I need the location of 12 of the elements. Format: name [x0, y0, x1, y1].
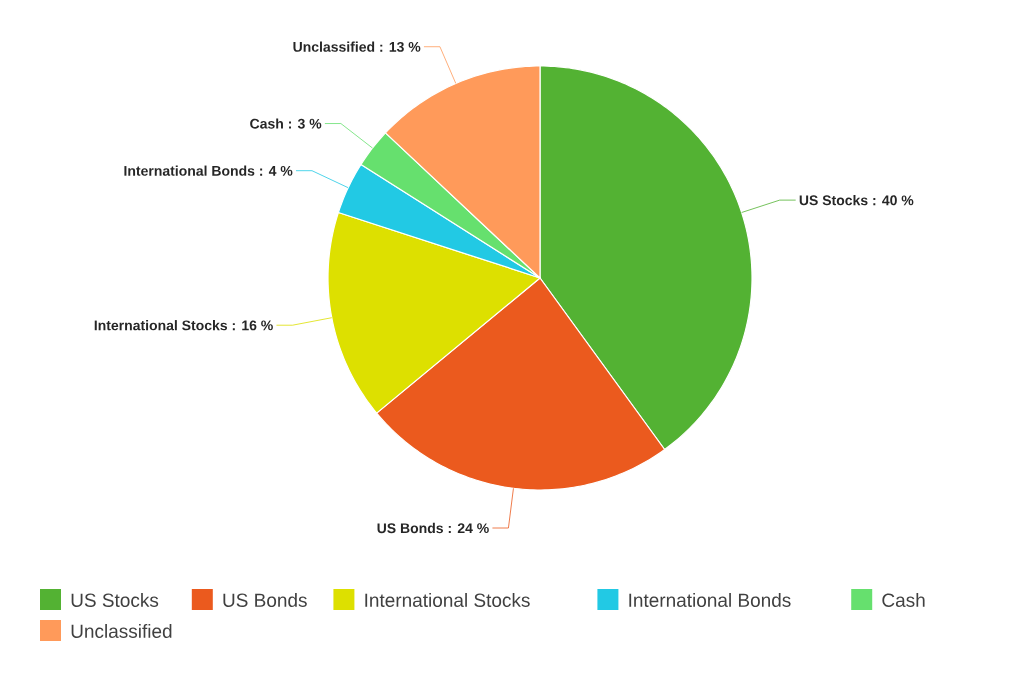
legend-label: Cash [882, 593, 925, 607]
legend-label: US Stocks [71, 593, 159, 607]
data-label: Cash : 3 % [250, 118, 322, 129]
data-label: International Bonds : 4 % [124, 165, 293, 176]
data-label: US Stocks : 40 % [799, 194, 914, 206]
data-label: US Bonds : 24 % [377, 522, 489, 534]
data-label: Unclassified : 13 % [293, 41, 421, 52]
legend-label: US Bonds [223, 593, 307, 607]
data-label: International Stocks : 16 % [94, 320, 273, 331]
legend-label: International Bonds [629, 593, 791, 607]
legend-label: International Stocks [365, 593, 530, 607]
legend-label: Unclassified [71, 624, 172, 638]
